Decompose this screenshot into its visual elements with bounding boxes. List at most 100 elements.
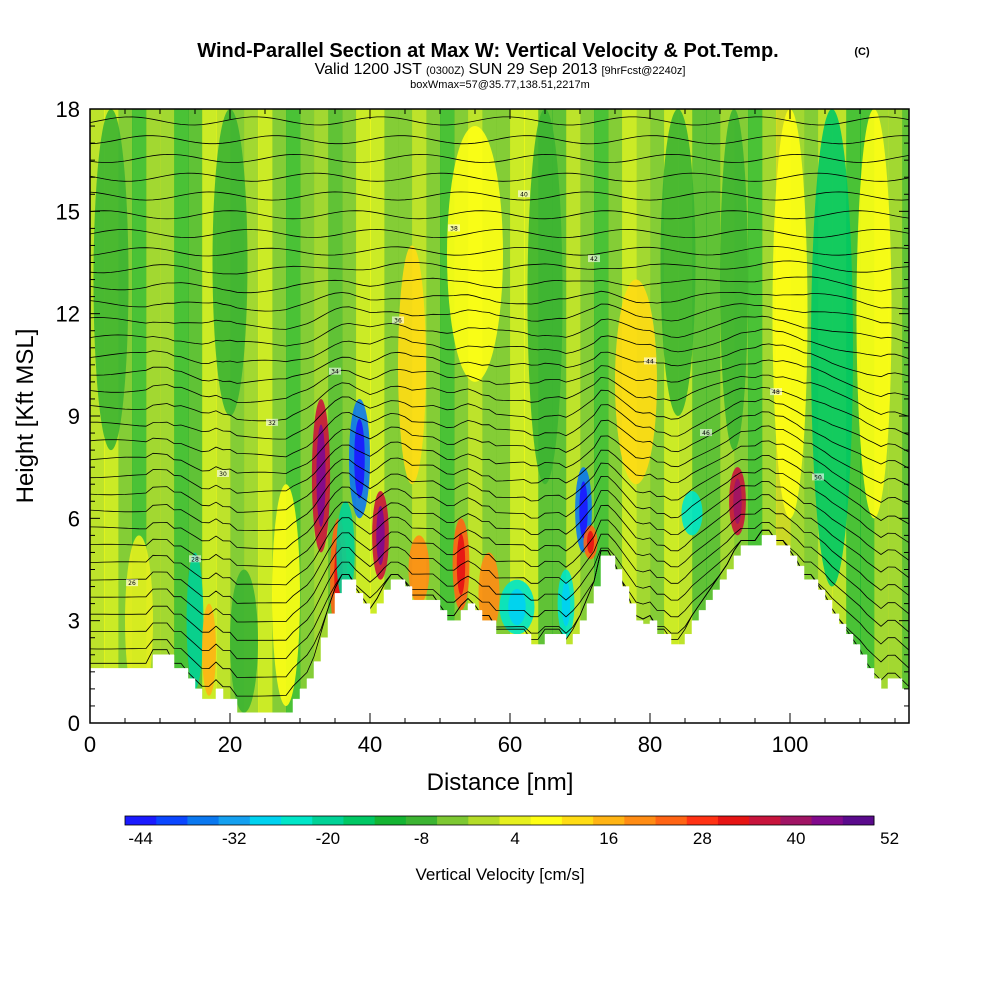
x-axis-label: Distance [nm]	[427, 769, 574, 796]
subtitle-date: SUN 29 Sep 2013	[468, 61, 597, 78]
isentrope-line	[90, 521, 909, 623]
y-tick-label: 9	[68, 404, 80, 429]
isentrope-line	[90, 276, 909, 294]
colorbar-swatch	[780, 816, 813, 825]
isentrope-label-bg	[448, 224, 460, 232]
colorbar-swatch	[187, 816, 220, 825]
subtitle-fcst: [9hrFcst@2240z]	[601, 65, 685, 77]
chart-title-mark: (C)	[854, 46, 870, 58]
isentrope-label-bg	[189, 555, 201, 563]
terrain	[90, 535, 909, 723]
x-tick-label: 0	[84, 732, 96, 757]
velocity-core	[354, 418, 365, 499]
isentrope-label: 38	[450, 225, 458, 232]
isentrope-line	[90, 260, 909, 275]
isentrope-label-bg	[700, 429, 712, 437]
field-column	[426, 109, 441, 723]
isentrope-line	[90, 374, 909, 422]
subtitle-valid: Valid 1200 JST	[315, 61, 423, 78]
isentrope-label: 48	[772, 389, 780, 396]
velocity-cell	[408, 535, 430, 604]
velocity-cell	[720, 109, 748, 451]
x-tick-label: 40	[358, 732, 382, 757]
colorbar-swatch	[374, 816, 407, 825]
isentrope-line	[90, 468, 909, 550]
colorbar-swatch	[593, 816, 625, 825]
field-column	[258, 109, 273, 723]
isentrope-line	[90, 315, 909, 347]
isentrope-label: 34	[331, 369, 339, 376]
velocity-core	[561, 580, 571, 627]
field-column	[916, 109, 931, 723]
isentrope-line	[90, 191, 909, 201]
velocity-core	[508, 588, 526, 626]
velocity-cell	[811, 109, 853, 587]
y-tick-label: 6	[68, 506, 80, 531]
velocity-cell	[398, 245, 426, 485]
velocity-cell	[230, 569, 258, 713]
colorbar-tick-label: 16	[599, 829, 618, 848]
x-tick-label: 100	[772, 732, 809, 757]
isentrope-line	[90, 455, 909, 532]
colorbar-swatch	[749, 816, 781, 825]
field-column	[888, 109, 903, 723]
colorbar-swatch	[405, 816, 438, 825]
isentrope-line	[90, 210, 909, 220]
field-column	[566, 109, 581, 723]
isentrope-line	[90, 411, 909, 475]
x-tick-label: 60	[498, 732, 522, 757]
velocity-core	[376, 505, 385, 565]
isentrope-label-bg	[588, 255, 600, 263]
subtitle-box: boxWmax=57@35.77,138.51,2217m	[410, 79, 590, 91]
colorbar-swatch	[468, 816, 500, 825]
colorbar: -44 -32 -20 -8 4 16 28 40 52	[124, 815, 899, 848]
velocity-cell	[186, 552, 204, 689]
isentrope-label-bg	[217, 469, 229, 477]
field-column	[300, 109, 315, 723]
colorbar-swatch	[437, 816, 469, 825]
subtitle-line: Valid 1200 JST (0300Z) SUN 29 Sep 2013 [9hr…	[315, 61, 686, 78]
subtitle-utc: (0300Z)	[426, 65, 465, 77]
isentrope-label: 40	[520, 191, 528, 198]
isentrope-line	[90, 343, 909, 384]
colorbar-tick-label: -32	[222, 829, 247, 848]
field-column	[174, 109, 189, 723]
isentrope-line	[90, 116, 909, 126]
colorbar-swatch	[249, 816, 282, 825]
isentrope-label-bg	[812, 473, 824, 481]
velocity-core	[316, 424, 326, 527]
isentropes	[90, 116, 909, 697]
isentrope-line	[90, 359, 909, 403]
colorbar-tick-label: 4	[510, 829, 519, 848]
isentrope-label: 50	[814, 474, 822, 481]
field-column	[384, 109, 399, 723]
colorbar-swatch	[156, 816, 188, 825]
isentrope-line	[90, 228, 909, 239]
y-tick-label: 18	[56, 97, 80, 122]
colorbar-swatch	[561, 816, 594, 825]
isentrope-label-bg	[518, 190, 530, 198]
x-tick-label: 20	[218, 732, 242, 757]
isentrope-line	[90, 245, 909, 257]
isentrope-label: 26	[128, 580, 136, 587]
velocity-cell	[615, 279, 657, 485]
colorbar-tick-label: 52	[880, 829, 899, 848]
velocity-core	[587, 530, 594, 554]
isentrope-line	[90, 290, 909, 312]
velocity-core	[579, 481, 588, 539]
isentrope-line	[90, 440, 909, 513]
isentrope-label-bg	[770, 388, 782, 396]
y-tick-label: 12	[56, 302, 80, 327]
colorbar-frame	[124, 815, 875, 826]
colorbar-tick-label: -44	[128, 829, 153, 848]
velocity-cell	[772, 109, 808, 519]
plot-area: 26 28 30 32 34 36 38 40 42 44 46 48 50	[89, 108, 931, 724]
colorbar-swatch	[312, 816, 344, 825]
chart-title: Wind-Parallel Section at Max W: Vertical…	[197, 40, 778, 62]
field-column	[160, 109, 175, 723]
velocity-cell	[527, 109, 563, 485]
isentrope-line	[90, 480, 909, 568]
isentrope-label-bg	[392, 316, 404, 324]
